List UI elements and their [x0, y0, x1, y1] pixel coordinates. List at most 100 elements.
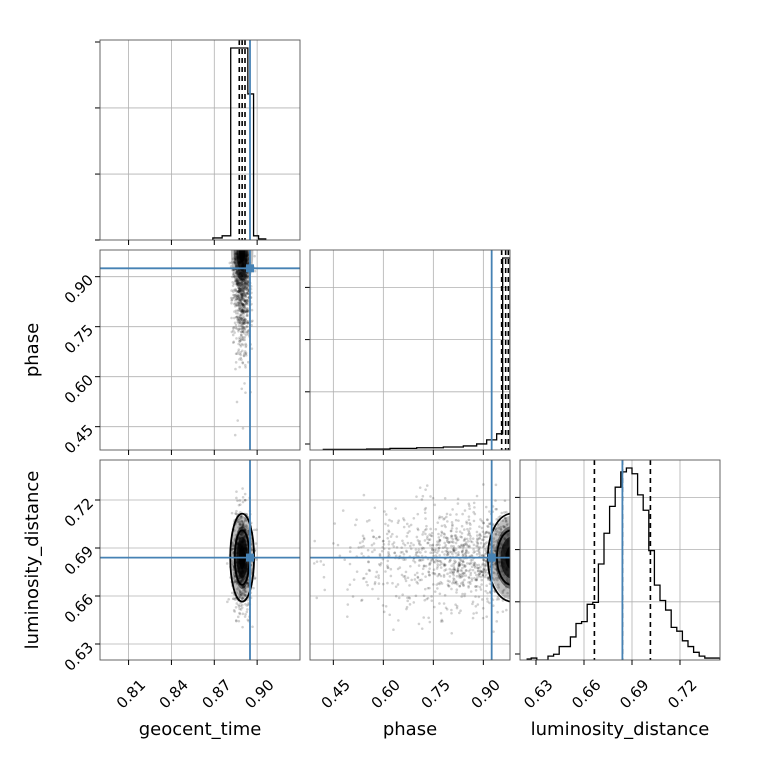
- sample-point: [232, 273, 235, 277]
- sample-point: [315, 560, 319, 563]
- sample-point: [242, 311, 246, 314]
- sample-point: [504, 585, 508, 589]
- sample-point: [246, 331, 249, 335]
- sample-point: [237, 289, 241, 292]
- sample-point: [239, 275, 242, 279]
- truth-marker: [246, 264, 254, 273]
- sample-point: [480, 570, 484, 574]
- sample-point: [236, 294, 240, 298]
- sample-point: [246, 329, 250, 333]
- sample-point: [237, 281, 241, 285]
- sample-point: [499, 546, 502, 550]
- sample-point: [445, 512, 449, 516]
- sample-point: [360, 598, 364, 602]
- sample-point: [458, 545, 462, 549]
- sample-point: [394, 594, 398, 598]
- sample-point: [405, 550, 409, 554]
- sample-point: [244, 584, 247, 587]
- sample-point: [240, 307, 243, 311]
- sample-point: [477, 563, 481, 567]
- sample-point: [474, 595, 477, 598]
- sample-point: [235, 293, 238, 296]
- sample-point: [401, 593, 405, 596]
- sample-point: [239, 333, 243, 336]
- sample-point: [471, 616, 475, 620]
- sample-point: [498, 561, 501, 564]
- sample-point: [232, 288, 236, 292]
- sample-point: [433, 550, 437, 554]
- sample-point: [241, 316, 245, 319]
- sample-point: [241, 349, 244, 353]
- sample-point: [242, 298, 245, 301]
- sample-point: [237, 272, 241, 275]
- sample-point: [237, 520, 241, 524]
- sample-point: [479, 541, 483, 545]
- sample-point: [240, 278, 244, 282]
- sample-point: [238, 365, 241, 369]
- sample-point: [418, 542, 421, 546]
- sample-point: [484, 570, 487, 573]
- sample-point: [319, 560, 323, 563]
- sample-point: [241, 284, 244, 287]
- sample-point: [237, 291, 241, 295]
- sample-point: [487, 575, 490, 579]
- sample-point: [362, 493, 366, 497]
- sample-point: [503, 525, 507, 529]
- sample-point: [244, 363, 247, 367]
- sample-point: [460, 550, 464, 554]
- sample-point: [373, 582, 377, 586]
- sample-point: [420, 627, 424, 630]
- sample-point: [443, 553, 446, 556]
- sample-point: [432, 568, 436, 571]
- x-tick-label: 0.84: [156, 676, 192, 712]
- sample-point: [230, 289, 233, 292]
- sample-point: [242, 588, 246, 592]
- sample-point: [482, 558, 485, 562]
- sample-point: [232, 290, 235, 293]
- sample-point: [233, 253, 237, 256]
- sample-point: [240, 283, 244, 287]
- sample-point: [405, 535, 409, 538]
- sample-point: [238, 279, 242, 283]
- sample-point: [238, 297, 242, 300]
- sample-point: [506, 534, 510, 537]
- sample-point: [473, 564, 476, 568]
- sample-point: [233, 321, 237, 325]
- sample-point: [501, 589, 505, 593]
- sample-point: [236, 279, 239, 283]
- sample-point: [232, 597, 235, 600]
- sample-point: [448, 550, 452, 554]
- sample-point: [233, 280, 237, 283]
- sample-point: [244, 278, 247, 281]
- sample-point: [480, 583, 483, 586]
- sample-point: [237, 288, 241, 292]
- sample-point: [242, 577, 246, 581]
- sample-point: [231, 326, 235, 330]
- sample-point: [241, 309, 244, 312]
- sample-point: [237, 278, 241, 282]
- sample-point: [242, 319, 246, 322]
- sample-point: [480, 578, 484, 582]
- sample-point: [242, 274, 245, 278]
- sample-point: [404, 570, 408, 574]
- sample-point: [482, 483, 485, 486]
- sample-point: [503, 537, 506, 540]
- sample-point: [480, 553, 484, 557]
- sample-point: [416, 575, 420, 579]
- sample-point: [365, 580, 368, 584]
- sample-point: [448, 580, 451, 583]
- sample-point: [240, 302, 244, 306]
- sample-point: [236, 272, 239, 276]
- sample-point: [234, 605, 238, 609]
- sample-point: [414, 594, 418, 598]
- sample-point: [241, 277, 244, 281]
- sample-point: [243, 294, 247, 297]
- sample-point: [246, 298, 250, 302]
- sample-point: [239, 275, 243, 279]
- sample-point: [449, 513, 452, 516]
- sample-point: [241, 323, 244, 327]
- sample-point: [505, 608, 508, 612]
- sample-point: [383, 510, 386, 513]
- sample-point: [322, 563, 326, 567]
